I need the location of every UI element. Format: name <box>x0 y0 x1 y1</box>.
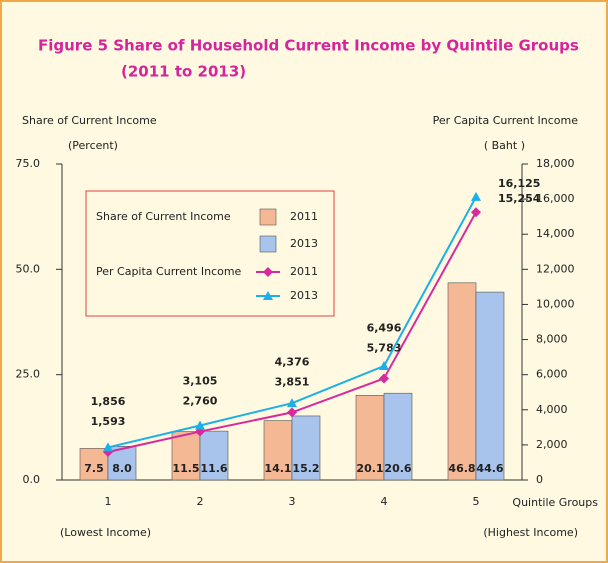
y-axis-label: Share of Current Income <box>22 114 157 127</box>
legend-box <box>85 190 335 317</box>
chart-title: Figure 5 Share of Household Current Inco… <box>38 37 579 55</box>
y2-axis-label: Per Capita Current Income <box>433 114 579 127</box>
legend-swatch <box>263 291 273 300</box>
line-label: 6,496 <box>367 321 402 334</box>
bar-label: 14.1 <box>264 462 291 475</box>
legend-swatch <box>263 267 273 277</box>
line-label: 3,851 <box>275 375 310 388</box>
legend-title: Share of Current Income <box>96 210 231 223</box>
marker <box>471 191 481 201</box>
marker <box>287 407 297 418</box>
marker <box>103 442 113 452</box>
y2-tick-label: 18,000 <box>536 157 575 170</box>
y-tick-label: 75.0 <box>16 157 41 170</box>
y2-tick-label: 14,000 <box>536 227 575 240</box>
legend-label: 2011 <box>290 265 318 278</box>
bar <box>199 430 229 481</box>
y-tick-label: 25.0 <box>16 368 41 381</box>
line-label: 1,593 <box>91 415 126 428</box>
x-axis-label: Quintile Groups <box>512 496 598 509</box>
line-label: 16,125 <box>498 177 540 190</box>
line-label: 1,856 <box>91 395 126 408</box>
bar-label: 46.8 <box>448 462 475 475</box>
x-tick-label: 1 <box>105 495 112 508</box>
line-label: 15,254 <box>498 192 541 205</box>
bar <box>475 291 505 481</box>
y2-tick-label: 10,000 <box>536 297 575 310</box>
bar-label: 15.2 <box>292 462 319 475</box>
line-label: 2,760 <box>183 395 218 408</box>
annotation: (Highest Income) <box>483 526 578 539</box>
y2-tick-label: 8,000 <box>536 333 568 346</box>
legend-label: 2013 <box>290 237 318 250</box>
x-tick-label: 2 <box>197 495 204 508</box>
chart-subtitle: (2011 to 2013) <box>121 63 246 81</box>
y2-tick-label: 16,000 <box>536 192 575 205</box>
bar-label: 11.5 <box>172 462 199 475</box>
y-axis-unit: (Percent) <box>68 139 118 152</box>
marker <box>195 420 205 430</box>
y2-axis-unit: ( Baht ) <box>484 139 525 152</box>
x-tick-label: 4 <box>381 495 388 508</box>
line-label: 3,105 <box>183 375 218 388</box>
legend-swatch <box>259 235 277 253</box>
bar <box>79 448 109 481</box>
marker <box>287 398 297 408</box>
bar-label: 44.6 <box>476 462 503 475</box>
y2-tick-label: 12,000 <box>536 262 575 275</box>
bar-label: 20.6 <box>384 462 411 475</box>
y2-tick-label: 2,000 <box>536 438 568 451</box>
legend-label: 2013 <box>290 289 318 302</box>
x-tick-label: 5 <box>473 495 480 508</box>
bar <box>355 395 385 481</box>
legend-swatch <box>259 208 277 226</box>
y2-tick-label: 0 <box>536 473 543 486</box>
marker <box>379 373 389 384</box>
legend-label: 2011 <box>290 210 318 223</box>
y-tick-label: 50.0 <box>16 262 41 275</box>
marker <box>471 207 481 218</box>
x-tick-label: 3 <box>289 495 296 508</box>
legend-title: Per Capita Current Income <box>96 265 242 278</box>
bar-label: 11.6 <box>200 462 227 475</box>
bar <box>383 392 413 481</box>
bar-label: 20.1 <box>356 462 383 475</box>
y2-tick-label: 4,000 <box>536 403 568 416</box>
bar <box>291 415 321 481</box>
bar-label: 8.0 <box>112 462 132 475</box>
bar-label: 7.5 <box>84 462 104 475</box>
annotation: (Lowest Income) <box>60 526 151 539</box>
marker <box>379 360 389 370</box>
y2-tick-label: 6,000 <box>536 368 568 381</box>
line-label: 4,376 <box>275 355 310 368</box>
y-tick-label: 0.0 <box>23 473 41 486</box>
bar <box>447 282 477 481</box>
